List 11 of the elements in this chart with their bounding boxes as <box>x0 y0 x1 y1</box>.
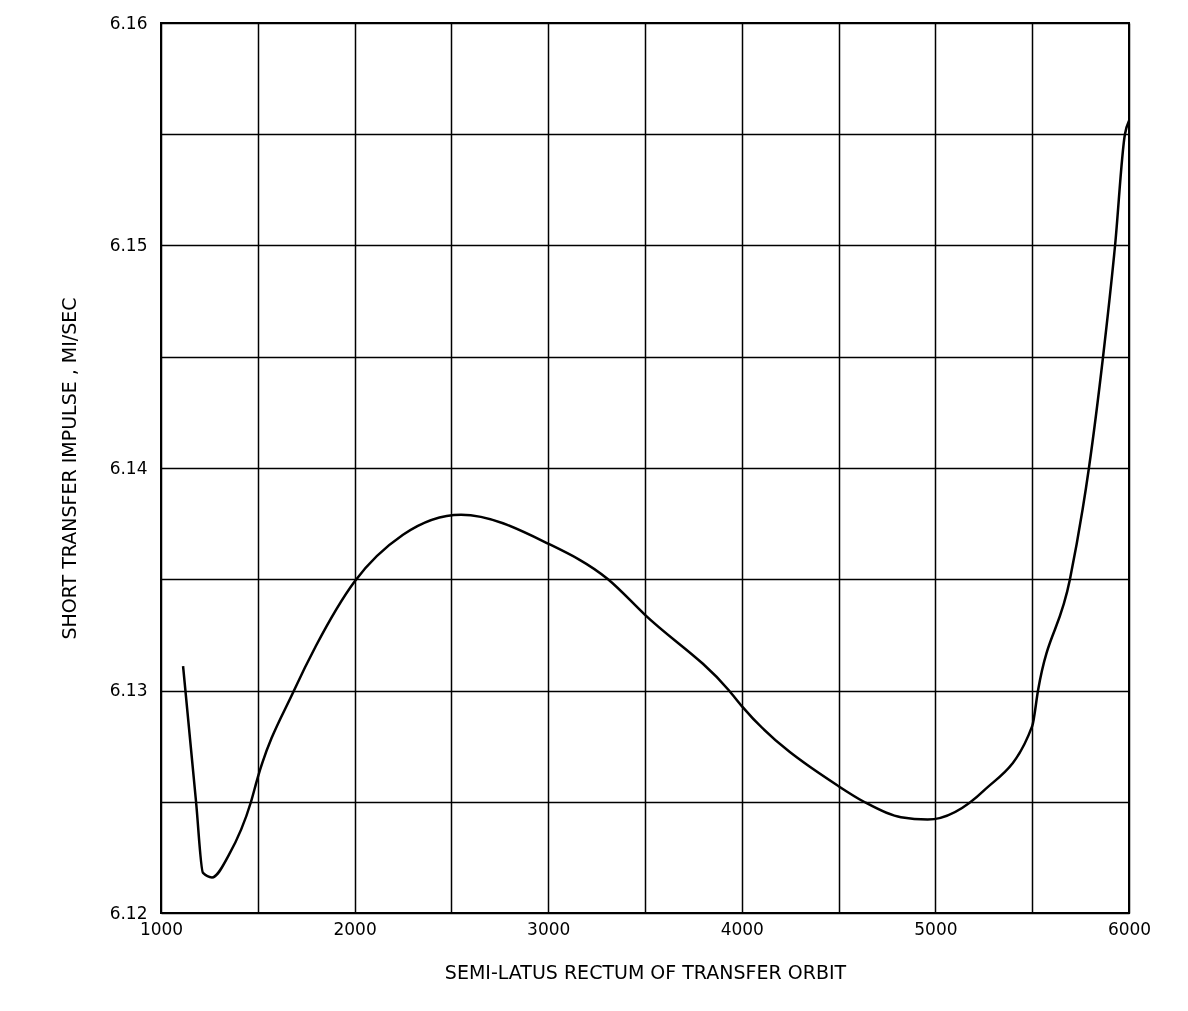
x-axis-title: SEMI-LATUS RECTUM OF TRANSFER ORBIT <box>444 960 847 983</box>
y-tick-label: 6.13 <box>109 680 148 700</box>
y-axis-title: SHORT TRANSFER IMPULSE , MI/SEC <box>57 297 80 640</box>
x-tick-label: 3000 <box>527 918 571 939</box>
x-tick-label: 4000 <box>720 918 764 939</box>
x-tick-label: 5000 <box>914 918 958 939</box>
x-tick-label: 2000 <box>333 918 377 939</box>
y-tick-label: 6.16 <box>109 12 148 33</box>
x-tick-label: 6000 <box>1107 918 1152 939</box>
y-tick-label: 6.14 <box>109 457 148 478</box>
y-tick-label: 6.15 <box>109 235 148 255</box>
